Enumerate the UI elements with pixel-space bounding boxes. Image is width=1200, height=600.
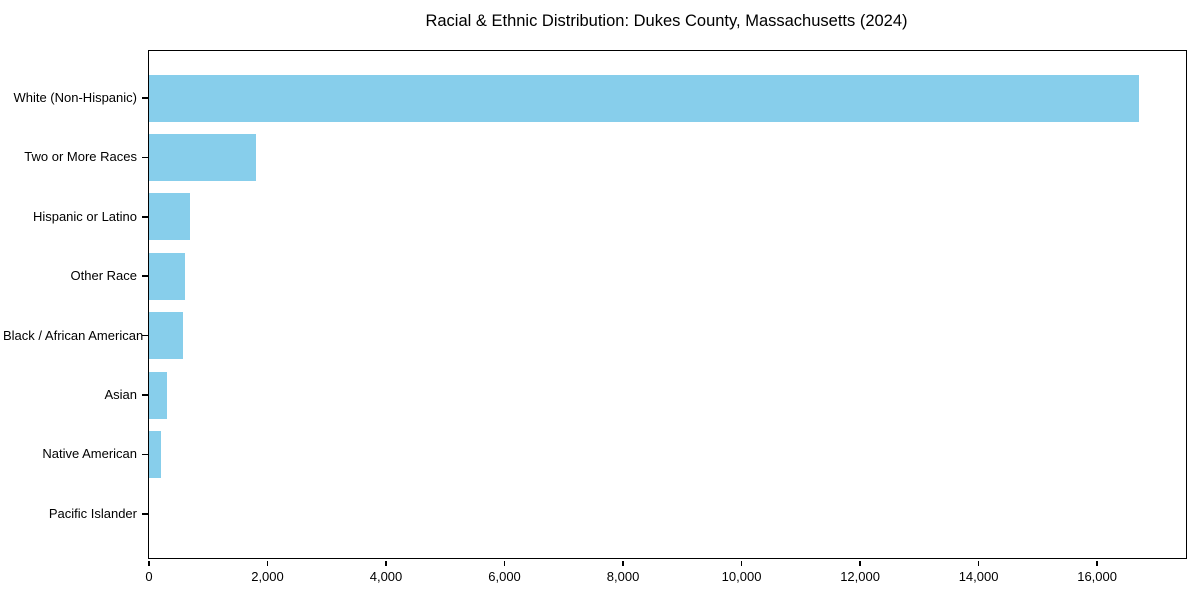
y-tick-mark bbox=[142, 156, 148, 159]
y-tick-mark bbox=[142, 394, 148, 396]
x-tick-mark bbox=[385, 561, 387, 566]
x-tick-label: 0 bbox=[145, 569, 153, 584]
y-axis-label: Other Race bbox=[70, 268, 137, 284]
y-axis-label: Asian bbox=[104, 387, 137, 402]
bar bbox=[149, 430, 162, 478]
x-tick-label: 8,000 bbox=[606, 569, 640, 584]
x-tick-mark bbox=[622, 561, 624, 566]
x-tick-mark bbox=[859, 561, 861, 566]
x-tick-mark bbox=[1096, 561, 1098, 566]
x-tick-label: 4,000 bbox=[369, 569, 403, 584]
y-tick-mark bbox=[142, 453, 148, 456]
y-tick-mark bbox=[142, 216, 148, 218]
y-axis-label: Black / African American bbox=[3, 327, 144, 343]
x-tick-label: 12,000 bbox=[840, 569, 880, 584]
bar bbox=[149, 74, 1139, 122]
bar bbox=[149, 312, 183, 360]
x-tick-mark bbox=[977, 561, 980, 566]
bar bbox=[149, 133, 257, 181]
y-axis-label: Hispanic or Latino bbox=[32, 208, 137, 224]
y-axis-label: Two or More Races bbox=[24, 149, 137, 165]
x-tick-mark bbox=[740, 561, 743, 566]
chart-title: Racial & Ethnic Distribution: Dukes Coun… bbox=[425, 12, 908, 30]
x-tick-label: 2,000 bbox=[251, 569, 284, 584]
y-tick-mark bbox=[142, 275, 148, 277]
x-tick-mark bbox=[503, 561, 506, 566]
y-tick-mark bbox=[142, 513, 148, 515]
bar bbox=[149, 193, 191, 241]
x-tick-label: 10,000 bbox=[721, 569, 762, 584]
y-axis-label: Native American bbox=[42, 446, 137, 462]
x-tick-mark bbox=[148, 561, 150, 566]
plot-area: White (Non-Hispanic) Two or More Races His… bbox=[3, 50, 1187, 584]
x-tick-label: 14,000 bbox=[958, 569, 999, 584]
x-tick-label: 16,000 bbox=[1077, 569, 1117, 584]
y-axis-label: Pacific Islander bbox=[48, 505, 137, 521]
y-tick-mark bbox=[142, 97, 148, 99]
bar bbox=[149, 371, 168, 419]
x-tick-label: 6,000 bbox=[488, 569, 521, 584]
y-tick-mark bbox=[142, 334, 148, 337]
bar bbox=[149, 252, 185, 300]
y-axis-label: White (Non-Hispanic) bbox=[13, 90, 137, 105]
x-tick-mark bbox=[266, 561, 269, 566]
